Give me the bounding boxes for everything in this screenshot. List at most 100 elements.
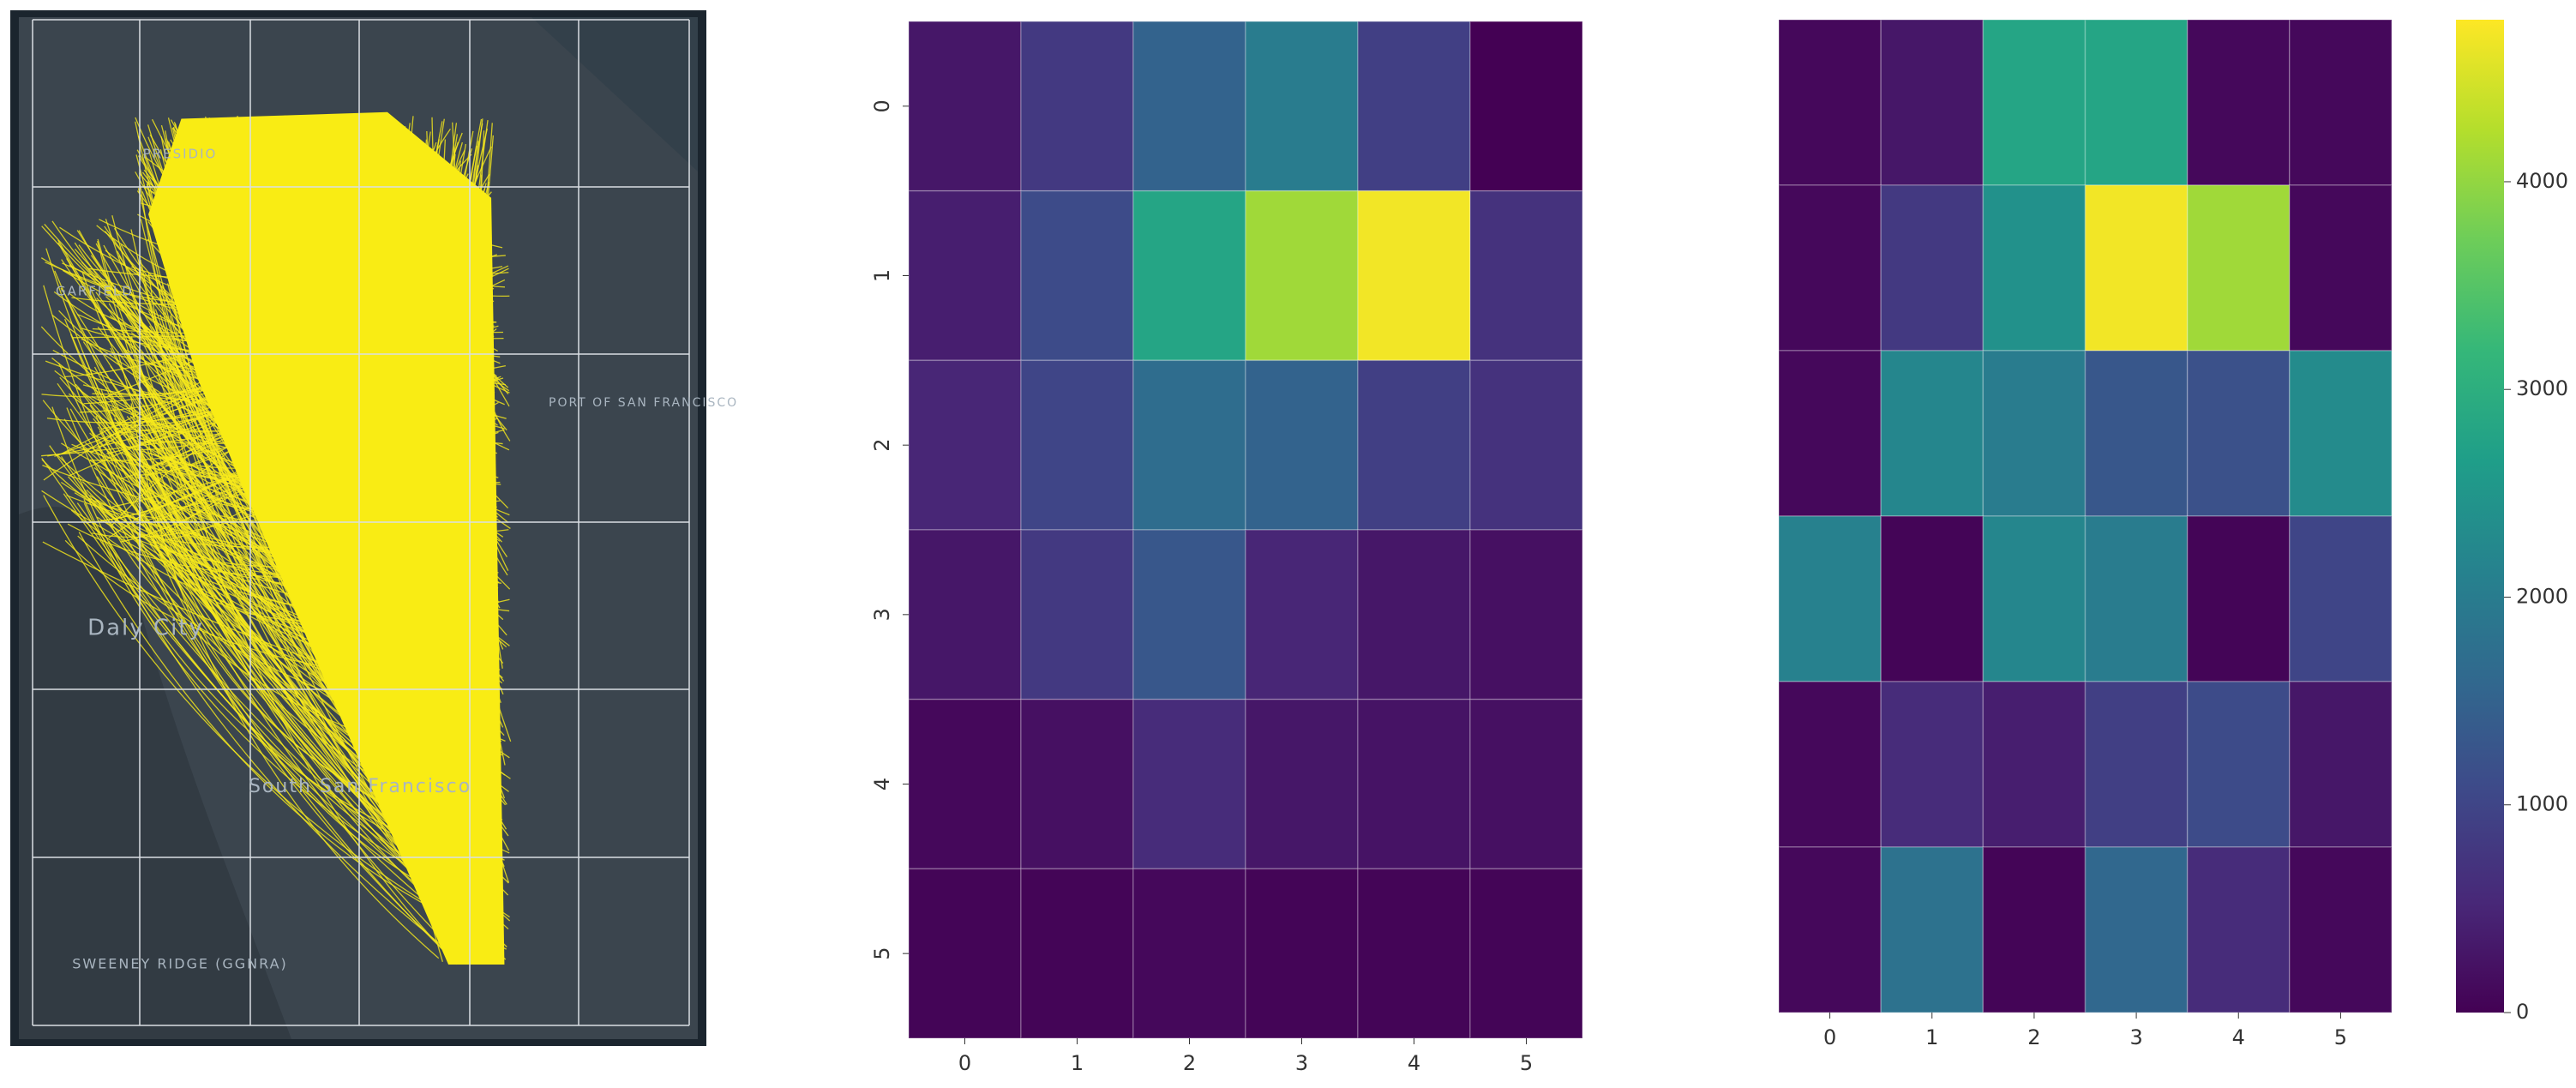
heatmap-cell	[1357, 529, 1471, 700]
heatmap-cell	[2186, 19, 2291, 186]
heatmap-cell	[2289, 846, 2393, 1013]
heatmap-cell	[1469, 529, 1583, 700]
trajectory	[76, 502, 453, 897]
heatmap-cell	[1020, 359, 1134, 531]
heatmap-cell	[2289, 184, 2393, 352]
heatmap-cell	[908, 21, 1022, 192]
heatmap-cell	[1880, 681, 1985, 848]
heatmap-cell	[2084, 184, 2189, 352]
x-tick-label: 4	[1408, 1051, 1420, 1075]
heatmap-cell	[2289, 19, 2393, 186]
map-label: PRESIDIO	[143, 147, 218, 162]
heatmap-cell	[1132, 189, 1246, 362]
trajectory	[43, 285, 450, 955]
heatmap-cell	[1357, 21, 1471, 192]
heatmap-cell	[1982, 846, 2087, 1013]
heatmap-cell	[908, 698, 1022, 870]
x-tick-label: 2	[2027, 1025, 2040, 1049]
heatmap-cell	[1778, 19, 1882, 186]
heatmap-cell	[1778, 681, 1882, 848]
heatmap-cell	[1357, 698, 1471, 870]
heatmap-cell	[1357, 189, 1471, 362]
heatmap-cell	[1132, 529, 1246, 700]
trajectory	[83, 502, 449, 891]
heatmap-cell	[1469, 868, 1583, 1039]
x-tick-label: 5	[2334, 1025, 2347, 1049]
map-water	[531, 17, 698, 171]
heatmap-cell	[1982, 19, 2087, 186]
heatmap-cell	[908, 868, 1022, 1039]
heatmap-cell	[1880, 350, 1985, 517]
heatmap-cell	[1982, 350, 2087, 517]
heatmap-cell	[2289, 515, 2393, 682]
heatmap-cell	[1357, 359, 1471, 531]
heatmap-cell	[1880, 515, 1985, 682]
map-label: South San Francisco	[249, 776, 471, 797]
colorbar-tick-label: 1000	[2516, 792, 2568, 816]
heatmap-cell	[1132, 359, 1246, 531]
heatmap-cell	[908, 189, 1022, 362]
x-tick-label: 3	[1295, 1051, 1308, 1075]
heatmap-cell	[1982, 184, 2087, 352]
y-tick-label: 3	[870, 608, 894, 621]
map-label: GARFIELD	[56, 284, 134, 299]
heatmap-cell	[1469, 359, 1583, 531]
heatmap-cell	[1020, 189, 1134, 362]
heatmap-cell	[1020, 529, 1134, 700]
heatmap-cell	[2084, 681, 2189, 848]
heatmap-cell	[1880, 184, 1985, 352]
trajectories	[40, 111, 512, 965]
colorbar-tick-label: 3000	[2516, 376, 2568, 400]
heatmap-cell	[908, 529, 1022, 700]
heatmap-cell	[2289, 681, 2393, 848]
colorbar-tick-label: 4000	[2516, 169, 2568, 193]
heatmap-cell	[1245, 698, 1359, 870]
map-label: SWEENEY RIDGE (GGNRA)	[72, 956, 288, 972]
y-tick-label: 1	[870, 269, 894, 282]
heatmap-cell	[1880, 846, 1985, 1013]
heatmap-cell	[1982, 515, 2087, 682]
trajectory	[124, 518, 439, 893]
heatmap-cell	[2084, 846, 2189, 1013]
heatmap-cell	[2289, 350, 2393, 517]
x-tick-label: 0	[958, 1051, 971, 1075]
y-tick-label: 4	[870, 778, 894, 790]
heatmap-cell	[1132, 698, 1246, 870]
x-tick-label: 3	[2129, 1025, 2142, 1049]
heatmap-cell	[2186, 184, 2291, 352]
trajectory	[147, 272, 458, 965]
x-tick-label: 2	[1183, 1051, 1196, 1075]
heatmap-cell	[1245, 189, 1359, 362]
x-tick-label: 4	[2232, 1025, 2245, 1049]
trajectory	[92, 459, 453, 960]
heatmap-cell	[1778, 515, 1882, 682]
colorbar-tick-label: 2000	[2516, 584, 2568, 608]
heatmap-cell	[1020, 21, 1134, 192]
map-grid	[32, 19, 690, 1026]
y-tick-label: 5	[870, 947, 894, 960]
trajectory-mass	[148, 111, 505, 965]
heatmap-cell	[1778, 846, 1882, 1013]
heatmap-cell	[2186, 681, 2291, 848]
heatmap-cell	[1469, 21, 1583, 192]
heatmap-cell	[908, 359, 1022, 531]
heatmap-cell	[1880, 19, 1985, 186]
map-label: Daly City	[87, 616, 204, 641]
heatmap-cell	[1245, 868, 1359, 1039]
trajectory	[130, 403, 440, 959]
heatmap-cell	[1245, 21, 1359, 192]
heatmap-cell	[2084, 19, 2189, 186]
colorbar	[2456, 20, 2504, 1013]
heatmap-cell	[1245, 359, 1359, 531]
heatmap-cell	[2186, 515, 2291, 682]
map-land	[19, 507, 291, 1039]
y-tick-label: 2	[870, 439, 894, 452]
heatmap-cell	[2084, 515, 2189, 682]
x-tick-label: 1	[1925, 1025, 1938, 1049]
y-tick-label: 0	[870, 99, 894, 112]
heatmap-cell	[1778, 350, 1882, 517]
trajectory	[78, 532, 460, 923]
heatmap-cell	[2186, 350, 2291, 517]
x-tick-label: 1	[1071, 1051, 1084, 1075]
